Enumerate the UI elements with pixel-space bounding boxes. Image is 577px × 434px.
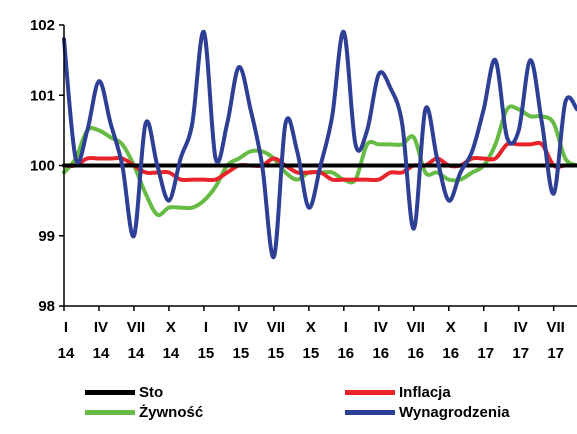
x-tick-label-month: I [344,319,348,336]
x-tick-label-year: 15 [302,345,319,362]
x-tick-label-year: 15 [198,345,215,362]
x-tick-label-month: X [446,319,456,336]
x-tick-label-month: IV [234,319,248,336]
x-tick-label-month: VII [547,319,565,336]
x-tick-label-month: IV [514,319,528,336]
x-tick-label-month: IV [374,319,388,336]
legend-item-wynagrodzenia: Wynagrodzenia [345,404,510,421]
plot-area [62,29,577,259]
x-tick-label-year: 15 [268,345,285,362]
x-tick-label-year: 14 [163,345,180,362]
x-tick-label-year: 17 [477,345,494,362]
x-tick-label-year: 15 [233,345,250,362]
series-wynagrodzenia-line [62,29,577,259]
y-tick-label: 101 [30,87,55,104]
x-tick-label-year: 17 [512,345,529,362]
legend-swatch-wynagrodzenia [345,410,395,415]
x-tick-label-month: X [306,319,316,336]
legend-swatch-sto [85,390,135,395]
y-tick-label: 102 [30,17,55,34]
x-tick-label-month: VII [267,319,285,336]
legend-label-zywnosc: Żywność [139,404,204,421]
y-tick-label: 100 [30,158,55,175]
x-tick-label-month: IV [94,319,108,336]
y-tick-label: 98 [38,298,55,315]
y-tick-label: 99 [38,228,55,245]
x-tick-label-month: I [204,319,208,336]
legend-label-wynagrodzenia: Wynagrodzenia [399,404,510,421]
x-tick-label-year: 16 [407,345,424,362]
legend-label-sto: Sto [139,384,164,401]
legend-swatch-inflacja [345,390,395,395]
x-tick-label-year: 16 [372,345,389,362]
legend-item-zywnosc: Żywność [85,404,203,421]
x-tick-label-year: 14 [58,345,75,362]
x-tick-label-year: 17 [547,345,564,362]
legend-item-sto: Sto [85,384,163,401]
x-tick-label-month: VII [127,319,145,336]
x-tick-label-year: 16 [442,345,459,362]
x-tick-label-year: 16 [337,345,354,362]
y-axis: 98 99 100 101 102 [30,17,65,315]
legend-item-inflacja: Inflacja [345,384,451,401]
x-axis: I 14 IV 14 VII 14 X 14 I 15 IV 15 VII 15 X 15 I 16 IV 16 VII… [58,305,577,362]
x-tick-label-year: 14 [93,345,110,362]
legend-label-inflacja: Inflacja [399,384,451,401]
x-tick-label-year: 14 [128,345,145,362]
x-tick-label-month: I [64,319,68,336]
x-tick-label-month: VII [407,319,425,336]
x-tick-label-month: I [484,319,488,336]
x-tick-label-month: X [166,319,176,336]
legend-swatch-zywnosc [85,410,135,415]
